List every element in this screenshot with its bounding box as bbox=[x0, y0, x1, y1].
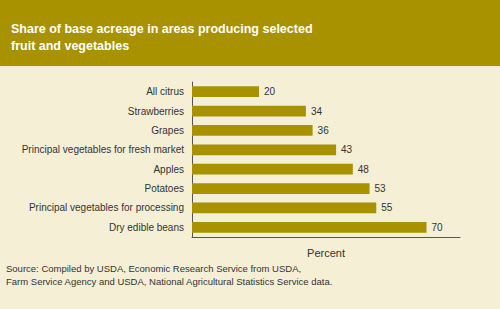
svg-text:fruit and vegetables: fruit and vegetables bbox=[11, 39, 129, 53]
svg-text:20: 20 bbox=[264, 86, 276, 97]
svg-text:34: 34 bbox=[311, 106, 323, 117]
svg-text:Strawberries: Strawberries bbox=[128, 106, 184, 117]
svg-text:70: 70 bbox=[432, 222, 444, 233]
svg-text:43: 43 bbox=[341, 144, 353, 155]
svg-text:Source: Compiled by USDA, Econ: Source: Compiled by USDA, Economic Resea… bbox=[6, 263, 301, 274]
svg-text:Dry edible beans: Dry edible beans bbox=[109, 222, 184, 233]
svg-text:48: 48 bbox=[358, 164, 370, 175]
svg-text:Apples: Apples bbox=[153, 164, 184, 175]
svg-text:Farm Service Agency and USDA,: Farm Service Agency and USDA, National A… bbox=[6, 276, 332, 287]
svg-text:Principal vegetables for fresh: Principal vegetables for fresh market bbox=[22, 144, 185, 155]
svg-text:Share of base acreage in areas: Share of base acreage in areas producing… bbox=[11, 22, 313, 36]
svg-text:Percent: Percent bbox=[307, 247, 345, 259]
svg-text:Potatoes: Potatoes bbox=[145, 183, 184, 194]
svg-text:Grapes: Grapes bbox=[151, 125, 184, 136]
svg-text:53: 53 bbox=[375, 183, 387, 194]
svg-text:55: 55 bbox=[381, 202, 393, 213]
svg-text:36: 36 bbox=[318, 125, 330, 136]
svg-text:All citrus: All citrus bbox=[146, 86, 184, 97]
svg-text:Principal vegetables for proce: Principal vegetables for processing bbox=[29, 202, 184, 213]
